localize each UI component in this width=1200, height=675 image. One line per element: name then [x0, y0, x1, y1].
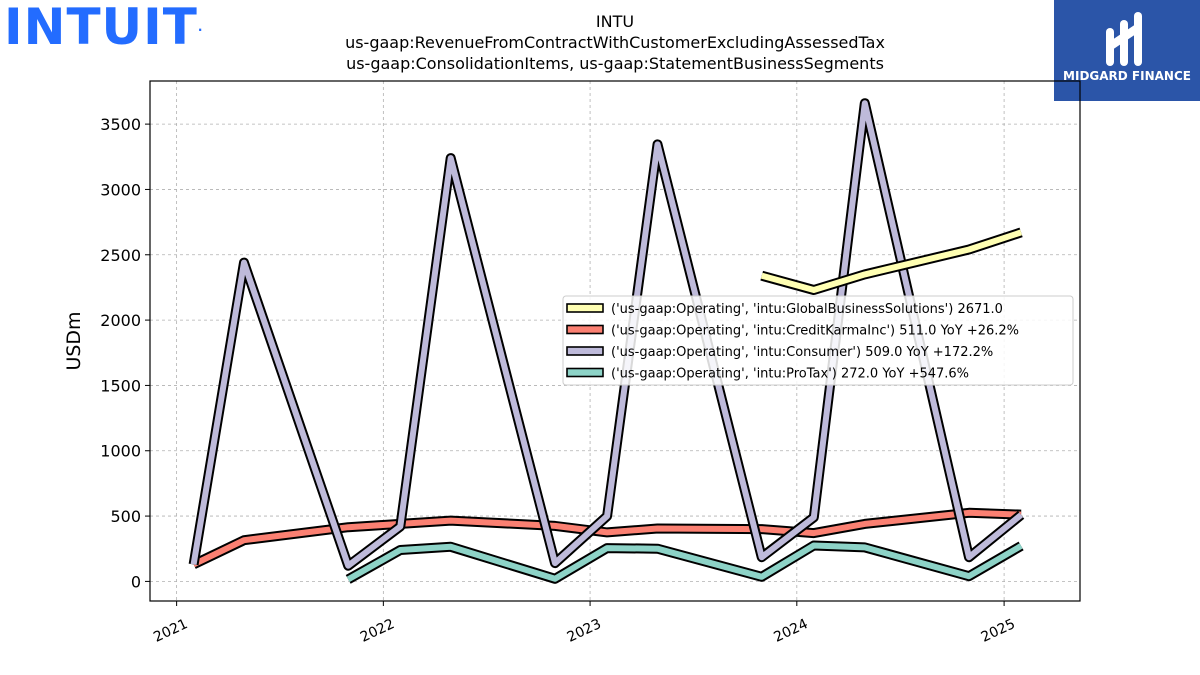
- y-tick-label: 2500: [100, 246, 141, 265]
- series-lines: [188, 98, 1025, 584]
- x-tick-label: 2021: [151, 616, 190, 646]
- midgard-logo-text: MIDGARD FINANCE: [1063, 69, 1191, 83]
- y-axis: 0 500 1000 1500 2000 2500 3000 3500: [100, 115, 150, 591]
- legend-entry: ('us-gaap:Operating', 'intu:Consumer') 5…: [611, 345, 993, 360]
- legend-swatch: [566, 324, 604, 335]
- legend-entry: ('us-gaap:Operating', 'intu:ProTax') 272…: [611, 367, 969, 382]
- y-tick-label: 0: [131, 572, 141, 591]
- legend-entry: ('us-gaap:Operating', 'intu:GlobalBusine…: [611, 302, 1003, 317]
- series-line-globalbusinesssolutions: [760, 229, 1023, 293]
- intuit-logo: INTUIT.: [4, 2, 203, 52]
- legend-swatch: [566, 367, 604, 378]
- legend-entry: ('us-gaap:Operating', 'intu:CreditKarmaI…: [611, 324, 1019, 339]
- series-line-consumer: [190, 100, 1023, 569]
- x-tick-label: 2024: [771, 616, 810, 646]
- series-line-creditkarmainc: [192, 509, 1022, 568]
- legend-swatch: [566, 303, 604, 313]
- intuit-logo-dot: .: [197, 20, 204, 34]
- legend-swatch: [566, 346, 604, 356]
- x-tick-label: 2022: [358, 616, 397, 646]
- y-tick-label: 1500: [100, 376, 141, 395]
- plot-area-frame: [149, 80, 1081, 602]
- chart-title-line-3: us-gaap:ConsolidationItems, us-gaap:Stat…: [346, 54, 884, 73]
- chart-title-line-2: us-gaap:RevenueFromContractWithCustomerE…: [345, 33, 885, 52]
- midgard-finance-logo: MIDGARD FINANCE: [1054, 0, 1200, 101]
- y-axis-label: USDm: [63, 311, 85, 370]
- y-tick-label: 2000: [100, 311, 141, 330]
- intuit-logo-text: INTUIT: [4, 0, 198, 56]
- y-tick-label: 3500: [100, 115, 141, 134]
- x-axis: 2021 2022 2023 2024 2025: [151, 601, 1018, 646]
- midgard-logo-mark-icon: [1106, 12, 1142, 66]
- chart-title: INTU us-gaap:RevenueFromContractWithCusto…: [345, 12, 885, 73]
- legend: ('us-gaap:Operating', 'intu:GlobalBusine…: [562, 295, 1074, 386]
- y-tick-label: 500: [110, 507, 141, 526]
- series-line-protax: [346, 542, 1023, 583]
- x-tick-label: 2023: [565, 616, 604, 646]
- x-tick-label: 2025: [979, 616, 1018, 646]
- chart-title-line-1: INTU: [596, 12, 634, 31]
- y-tick-label: 1000: [100, 442, 141, 461]
- legend-box: [562, 295, 1074, 386]
- y-tick-label: 3000: [100, 180, 141, 199]
